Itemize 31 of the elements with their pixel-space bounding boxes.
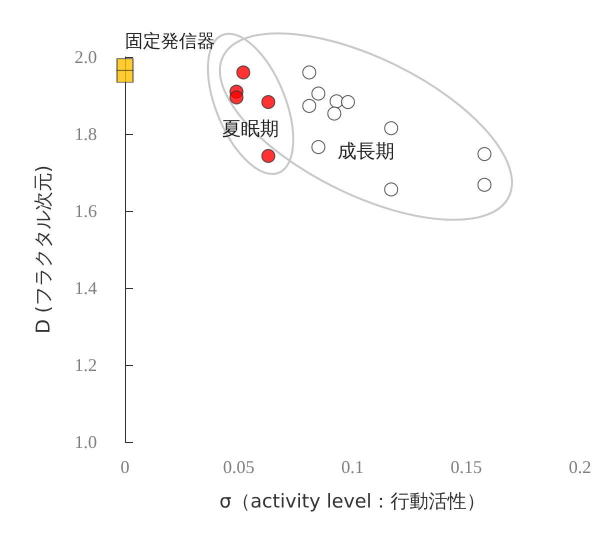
y-tick-label: 1.6 bbox=[74, 201, 97, 221]
y-tick-label: 2.0 bbox=[74, 47, 97, 67]
point bbox=[311, 140, 326, 154]
point bbox=[384, 121, 398, 136]
point bbox=[302, 65, 316, 80]
point bbox=[327, 106, 342, 121]
point bbox=[384, 182, 398, 196]
x-axis-title: σ（activity level：行動活性） bbox=[219, 490, 486, 512]
point bbox=[261, 148, 276, 163]
y-axis-title: D (フラクタル次元) bbox=[32, 165, 54, 334]
y-tick-label: 1.8 bbox=[74, 124, 97, 144]
x-tick-label: 0.05 bbox=[223, 457, 254, 477]
point bbox=[340, 95, 355, 110]
x-tick-label: 0 bbox=[120, 457, 130, 477]
point bbox=[311, 86, 326, 101]
point bbox=[302, 98, 316, 113]
point bbox=[261, 95, 276, 110]
point bbox=[116, 70, 134, 83]
x-tick-label: 0.1 bbox=[341, 457, 364, 477]
y-tick-label: 1.4 bbox=[74, 278, 97, 298]
x-tick-label: 0.15 bbox=[450, 457, 482, 477]
series-label: 夏眠期 bbox=[222, 118, 280, 140]
x-tick-label: 0.2 bbox=[568, 457, 592, 477]
y-tick-label: 1.2 bbox=[74, 355, 97, 375]
point bbox=[236, 65, 250, 80]
y-tick-label: 1.0 bbox=[74, 432, 97, 452]
point bbox=[477, 147, 492, 162]
series-label: 固定発信器 bbox=[125, 31, 215, 52]
point bbox=[477, 178, 492, 192]
point bbox=[229, 90, 244, 104]
series-label: 成長期 bbox=[337, 140, 394, 163]
